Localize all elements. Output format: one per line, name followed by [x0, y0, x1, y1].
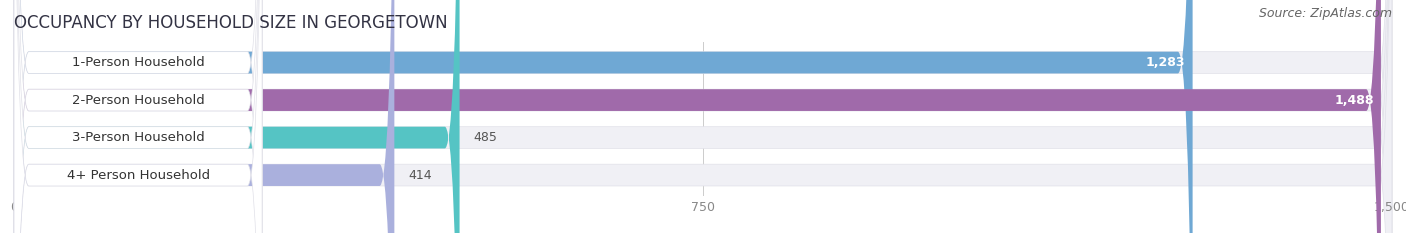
FancyBboxPatch shape [14, 0, 1392, 233]
FancyBboxPatch shape [14, 0, 262, 233]
FancyBboxPatch shape [14, 0, 1381, 233]
Text: 1,283: 1,283 [1146, 56, 1185, 69]
Text: 485: 485 [474, 131, 498, 144]
FancyBboxPatch shape [14, 0, 460, 233]
FancyBboxPatch shape [14, 0, 262, 233]
Text: 1-Person Household: 1-Person Household [72, 56, 204, 69]
Text: Source: ZipAtlas.com: Source: ZipAtlas.com [1258, 7, 1392, 20]
FancyBboxPatch shape [14, 0, 1392, 233]
Text: 414: 414 [408, 169, 432, 182]
Text: 4+ Person Household: 4+ Person Household [66, 169, 209, 182]
FancyBboxPatch shape [14, 0, 262, 233]
FancyBboxPatch shape [14, 0, 1392, 233]
Text: OCCUPANCY BY HOUSEHOLD SIZE IN GEORGETOWN: OCCUPANCY BY HOUSEHOLD SIZE IN GEORGETOW… [14, 14, 447, 32]
FancyBboxPatch shape [14, 0, 394, 233]
Text: 3-Person Household: 3-Person Household [72, 131, 204, 144]
FancyBboxPatch shape [14, 0, 262, 233]
Text: 1,488: 1,488 [1334, 94, 1374, 106]
FancyBboxPatch shape [14, 0, 1392, 233]
FancyBboxPatch shape [14, 0, 1192, 233]
Text: 2-Person Household: 2-Person Household [72, 94, 204, 106]
